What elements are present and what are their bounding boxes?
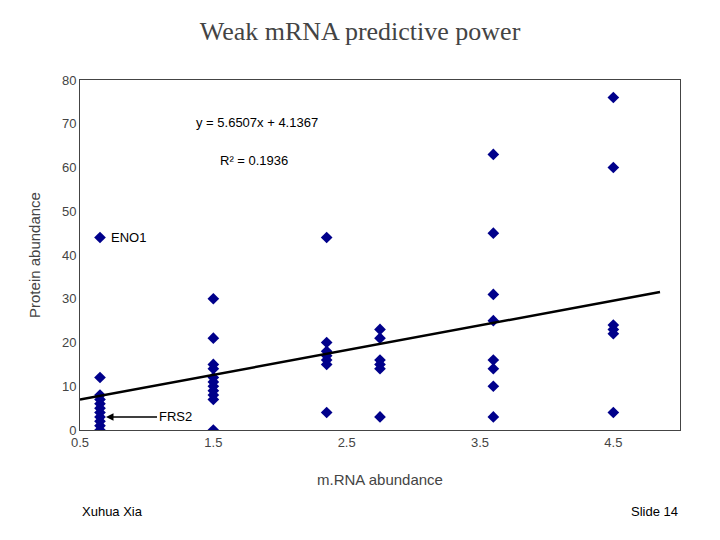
svg-text:y = 5.6507x + 4.1367: y = 5.6507x + 4.1367	[196, 115, 318, 130]
svg-text:3.5: 3.5	[471, 435, 489, 450]
svg-text:1.5: 1.5	[204, 435, 222, 450]
svg-text:20: 20	[62, 335, 76, 350]
svg-text:Weak mRNA predictive power: Weak mRNA predictive power	[200, 17, 521, 46]
svg-text:FRS2: FRS2	[159, 409, 192, 424]
svg-text:10: 10	[62, 379, 76, 394]
svg-text:4.5: 4.5	[604, 435, 622, 450]
svg-text:Protein abundance: Protein abundance	[26, 192, 43, 318]
svg-text:30: 30	[62, 291, 76, 306]
svg-text:40: 40	[62, 248, 76, 263]
svg-text:Slide 14: Slide 14	[631, 504, 678, 519]
svg-text:0.5: 0.5	[71, 435, 89, 450]
svg-text:m.RNA abundance: m.RNA abundance	[317, 471, 443, 488]
svg-text:60: 60	[62, 160, 76, 175]
svg-text:80: 80	[62, 73, 76, 88]
svg-text:2.5: 2.5	[338, 435, 356, 450]
svg-text:50: 50	[62, 204, 76, 219]
svg-text:70: 70	[62, 116, 76, 131]
svg-text:Xuhua Xia: Xuhua Xia	[82, 504, 143, 519]
svg-text:0: 0	[69, 423, 76, 438]
svg-text:R² = 0.1936: R² = 0.1936	[220, 153, 288, 168]
svg-text:ENO1: ENO1	[111, 230, 146, 245]
